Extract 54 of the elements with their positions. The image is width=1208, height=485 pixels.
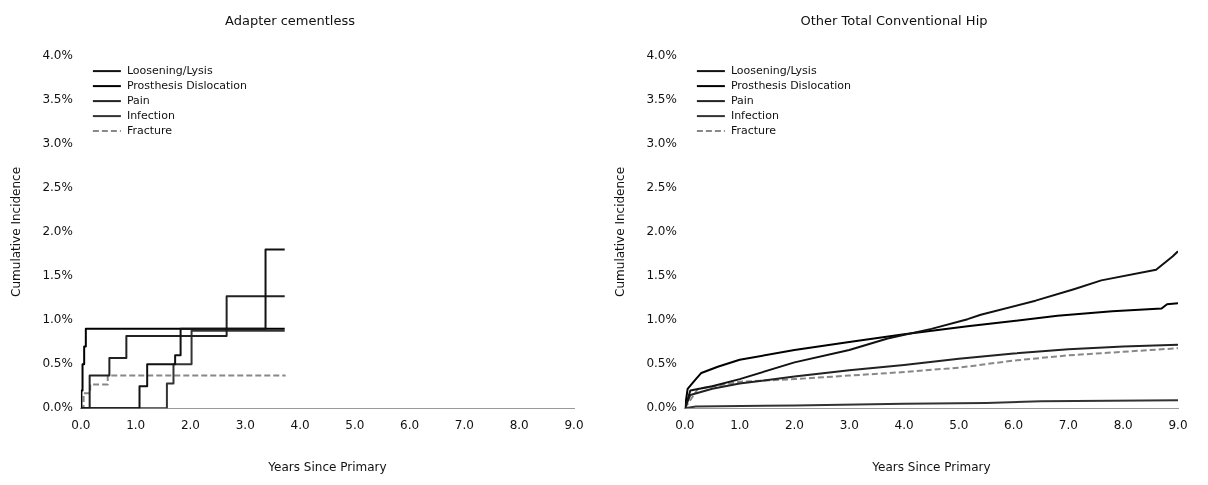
legend-label: Pain: [126, 93, 150, 107]
x-axis-title: Years Since Primary: [267, 459, 387, 474]
y-tick-label: 0.0%: [646, 400, 677, 415]
legend-label: Prosthesis Dislocation: [730, 78, 852, 92]
y-tick-label: 1.0%: [42, 312, 73, 327]
y-tick-label: 0.5%: [42, 356, 73, 371]
y-axis-title: Cumulative Incidence: [613, 166, 628, 297]
y-tick-label: 2.0%: [42, 224, 73, 239]
x-tick-label: 1.0: [126, 417, 146, 432]
x-tick-label: 0.0: [71, 417, 91, 432]
x-tick-label: 4.0: [894, 417, 914, 432]
legend-label: Fracture: [126, 123, 173, 137]
y-axis-title: Cumulative Incidence: [9, 166, 24, 297]
y-tick-label: 4.0%: [646, 47, 677, 62]
legend-label: Loosening/Lysis: [126, 63, 213, 77]
x-tick-label: 0.0: [675, 417, 695, 432]
x-tick-label: 9.0: [564, 417, 584, 432]
legend-label: Infection: [126, 108, 175, 122]
y-tick-label: 4.0%: [42, 47, 73, 62]
y-tick-label: 3.5%: [646, 91, 677, 106]
y-tick-label: 0.0%: [42, 400, 73, 415]
x-tick-label: 7.0: [1058, 417, 1078, 432]
y-tick-label: 3.0%: [42, 135, 73, 150]
y-tick-label: 1.5%: [646, 268, 677, 283]
x-axis-title: Years Since Primary: [871, 459, 991, 474]
legend-label: Loosening/Lysis: [730, 63, 817, 77]
y-tick-label: 2.5%: [646, 179, 677, 194]
x-tick-label: 5.0: [949, 417, 969, 432]
y-tick-label: 0.5%: [646, 356, 677, 371]
y-tick-label: 1.5%: [42, 268, 73, 283]
x-tick-label: 4.0: [290, 417, 310, 432]
x-tick-label: 6.0: [400, 417, 420, 432]
y-tick-label: 3.5%: [42, 91, 73, 106]
y-tick-label: 1.0%: [646, 312, 677, 327]
x-tick-label: 6.0: [1004, 417, 1024, 432]
x-tick-label: 1.0: [730, 417, 750, 432]
legend-label: Infection: [730, 108, 779, 122]
x-tick-label: 8.0: [1113, 417, 1133, 432]
x-tick-label: 7.0: [454, 417, 474, 432]
chart-title: Adapter cementless: [224, 13, 356, 29]
x-tick-label: 9.0: [1168, 417, 1188, 432]
chart-title: Other Total Conventional Hip: [800, 13, 988, 29]
y-tick-label: 3.0%: [646, 135, 677, 150]
y-tick-label: 2.5%: [42, 179, 73, 194]
x-tick-label: 2.0: [180, 417, 201, 432]
x-tick-label: 3.0: [839, 417, 859, 432]
x-tick-label: 8.0: [509, 417, 529, 432]
legend-label: Fracture: [730, 123, 777, 137]
x-tick-label: 3.0: [235, 417, 255, 432]
x-tick-label: 2.0: [784, 417, 805, 432]
y-tick-label: 2.0%: [646, 224, 677, 239]
legend-label: Prosthesis Dislocation: [126, 78, 248, 92]
legend-label: Pain: [730, 93, 754, 107]
x-tick-label: 5.0: [345, 417, 365, 432]
